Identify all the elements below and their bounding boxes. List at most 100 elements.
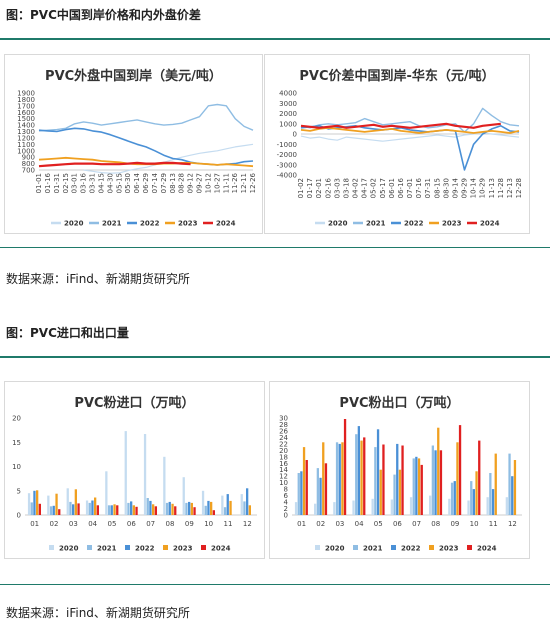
chart3-bar-2021-06 [127, 502, 130, 515]
chart3-legend-swatch-2023 [163, 545, 168, 550]
chart1-xtick: 05-15 [115, 173, 123, 193]
chart3-bar-2024-04 [96, 505, 99, 515]
chart1-ytick: 1000 [17, 147, 35, 155]
chart1-xtick: 08-28 [178, 173, 186, 193]
chart2-ytick: -1000 [277, 141, 297, 149]
chart2-xtick: 04-02 [352, 178, 360, 198]
chart4-xtick: 05 [374, 520, 383, 528]
chart4-bar-2021-07 [412, 458, 415, 515]
chart1-legend-label-2022: 2022 [140, 220, 160, 228]
chart4-legend-label-2023: 2023 [439, 545, 459, 553]
chart3-bar-2021-07 [146, 498, 149, 515]
chart2-xtick: 08-15 [433, 178, 441, 198]
chart4-bar-2023-10 [475, 471, 478, 515]
chart2-ytick: -4000 [277, 172, 297, 180]
chart3-bar-2020-09 [182, 477, 185, 515]
chart2-ytick: 2000 [279, 110, 297, 118]
chart3-bar-2022-06 [130, 501, 133, 515]
chart4-bar-2023-09 [456, 442, 459, 516]
chart4-ytick: 14 [279, 466, 288, 474]
chart1-ytick: 1800 [17, 96, 35, 104]
chart4-xtick: 01 [297, 520, 306, 528]
source-note-1: 数据来源：iFind、新湖期货研究所 [6, 272, 190, 286]
chart4-bar-2024-02 [324, 463, 328, 515]
chart3-legend-swatch-2021 [87, 545, 92, 550]
chart3-xtick: 11 [224, 520, 233, 528]
chart4-bar-2022-10 [472, 489, 475, 515]
chart4-bar-2021-03 [335, 442, 339, 516]
chart4-ytick: 4 [284, 499, 289, 507]
chart1-ytick: 1100 [17, 141, 35, 149]
chart3-ytick: 20 [12, 415, 21, 423]
chart2-ytick: 0 [293, 131, 297, 139]
chart3-title: PVC粉进口（万吨） [74, 396, 195, 411]
chart4-bar-2020-04 [352, 500, 355, 515]
figure1-title: 图：PVC中国到岸价格和内外盘价差 [6, 8, 201, 22]
chart4-bar-2023-04 [360, 440, 363, 515]
figure1-bottom-rule [0, 247, 550, 248]
chart3-bar-2023-05 [113, 504, 116, 515]
source-note-2: 数据来源：iFind、新湖期货研究所 [6, 606, 190, 620]
chart3-ytick: 0 [17, 512, 21, 520]
chart4-ytick: 18 [279, 453, 288, 461]
chart1-xtick: 01-31 [53, 173, 61, 193]
chart1-legend-label-2024: 2024 [216, 220, 236, 228]
chart4-legend-swatch-2020 [315, 545, 320, 550]
chart3-xtick: 04 [88, 520, 97, 528]
figure2-top-rule [0, 356, 550, 358]
chart3-bar-2023-12 [248, 505, 251, 515]
chart2-title: PVC价差中国到岸-华东（元/吨） [299, 69, 495, 84]
chart1-xtick: 12-11 [240, 173, 248, 193]
chart1-xtick: 10-27 [213, 173, 221, 193]
chart4-bar-2022-09 [453, 481, 456, 515]
chart4-xtick: 08 [431, 520, 440, 528]
panel-import-volume: PVC粉进口（万吨） 0 5 10 15 20 01 02 03 04 05 06 07 08 09 10 1… [4, 381, 265, 559]
chart3-legend-label-2023: 2023 [173, 545, 193, 553]
chart1-legend-label-2021: 2021 [102, 220, 122, 228]
chart4-bar-2023-05 [379, 469, 382, 515]
chart3-bar-2024-06 [135, 506, 138, 515]
chart3-bar-2022-11 [226, 494, 229, 515]
chart3-xtick: 03 [69, 520, 78, 528]
chart1-xtick: 07-29 [160, 173, 168, 193]
chart4-xtick: 11 [489, 520, 498, 528]
chart1-xtick: 02-15 [62, 173, 70, 193]
chart2-xtick: 05-02 [370, 178, 378, 198]
chart4-bar-2021-01 [297, 473, 300, 515]
chart4-legend-label-2024: 2024 [477, 545, 497, 553]
chart3-bar-2023-04 [94, 497, 97, 515]
chart2-xtick: 11-28 [497, 178, 505, 198]
chart4-legend-label-2020: 2020 [325, 545, 345, 553]
chart4-bar-2022-02 [319, 477, 322, 515]
chart3-xtick: 06 [127, 520, 136, 528]
chart3-xtick: 09 [185, 520, 194, 528]
chart2-xtick: 10-14 [470, 177, 478, 198]
chart4-bar-2022-12 [511, 476, 514, 515]
chart2-xtick: 07-16 [415, 177, 423, 198]
chart3-bar-2024-08 [174, 506, 177, 515]
chart3-bar-2021-05 [107, 505, 111, 515]
chart4-bar-2024-06 [401, 445, 404, 515]
chart2-xtick: 06-01 [388, 178, 396, 198]
chart4-bar-2022-06 [396, 443, 399, 515]
chart3-ytick: 10 [12, 463, 21, 471]
chart4-bar-2021-04 [355, 434, 358, 515]
chart2-xtick: 02-01 [315, 178, 323, 198]
chart4-bar-2021-10 [470, 481, 473, 515]
chart2-xtick: 01-17 [306, 178, 314, 198]
chart3-xtick: 12 [243, 520, 252, 528]
chart3-bar-2021-08 [165, 502, 169, 515]
figure2-title: 图：PVC进口和出口量 [6, 326, 129, 340]
chart2-xtick: 12-13 [506, 178, 514, 198]
chart4-bar-2022-01 [300, 471, 303, 515]
chart4-ytick: 24 [279, 434, 288, 442]
chart3-bar-2023-07 [152, 504, 155, 515]
chart3-bar-2024-10 [212, 510, 215, 515]
chart1-legend-label-2020: 2020 [64, 220, 84, 228]
chart1-series-2020 [83, 143, 254, 174]
chart4-ytick: 2 [284, 505, 288, 513]
chart3-bar-2021-01 [30, 502, 33, 515]
chart3-xtick: 02 [50, 520, 59, 528]
chart4-ytick: 28 [279, 421, 288, 429]
chart1-ytick: 900 [22, 154, 35, 162]
